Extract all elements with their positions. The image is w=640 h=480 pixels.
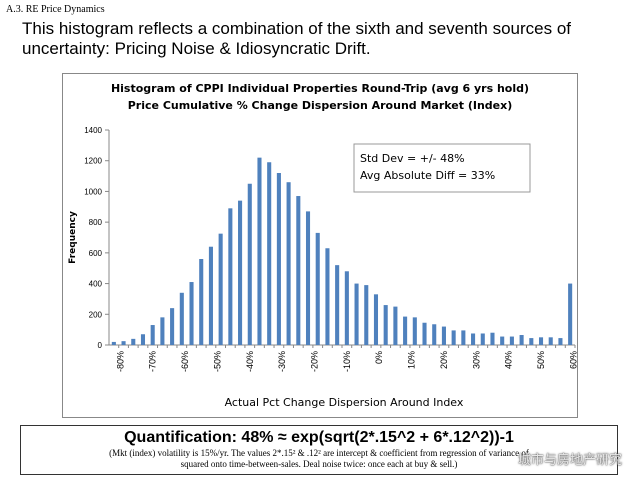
y-tick-label: 400 (89, 280, 103, 289)
x-tick-label: -40% (245, 351, 255, 372)
histogram-bar (179, 292, 184, 345)
histogram-bar (529, 338, 534, 345)
x-tick-label: -30% (277, 351, 287, 372)
quantification-formula: Quantification: 48% ≈ exp(sqrt(2*.15^2 +… (124, 429, 514, 446)
histogram-bar (441, 326, 446, 345)
x-tick-label: 60% (568, 351, 577, 369)
histogram-bar (315, 232, 320, 345)
x-tick-label: 50% (536, 351, 546, 369)
histogram-bar (208, 246, 213, 345)
y-tick-label: 200 (89, 310, 103, 319)
y-tick-label: 800 (89, 218, 103, 227)
histogram-bar (111, 341, 116, 345)
note-line-2: squared onto time-between-sales. Deal no… (180, 459, 458, 469)
histogram-bar (538, 337, 544, 345)
histogram-bar (228, 208, 233, 345)
histogram-bar (189, 282, 194, 345)
histogram-bar (218, 233, 223, 345)
histogram-bar (247, 183, 252, 345)
x-axis-title: Actual Pct Change Dispersion Around Inde… (225, 396, 464, 409)
histogram-bar (335, 265, 340, 345)
slide-title: This histogram reflects a combination of… (22, 19, 571, 58)
histogram-chart: Histogram of CPPI Individual Properties … (62, 73, 578, 418)
x-tick-label: 30% (471, 351, 481, 369)
histogram-bar (451, 330, 456, 345)
y-tick-label: 1400 (84, 126, 102, 135)
x-tick-label: -20% (309, 351, 319, 372)
chart-title-line-1: Histogram of CPPI Individual Properties … (111, 82, 529, 95)
histogram-bar (548, 337, 553, 345)
histogram-bar (480, 333, 485, 345)
histogram-bar (461, 330, 466, 345)
histogram-bar (267, 162, 272, 345)
histogram-bar (403, 316, 408, 345)
histogram-bar (471, 333, 476, 345)
quantification-note: (Mkt (index) volatility is 15%/yr. The v… (29, 448, 609, 470)
x-tick-label: 40% (504, 351, 514, 369)
annotation-box (353, 143, 531, 193)
quantification-box: Quantification: 48% ≈ exp(sqrt(2*.15^2 +… (20, 425, 618, 475)
histogram-bar (393, 306, 398, 345)
y-tick-label: 1000 (84, 187, 102, 196)
histogram-bar (286, 182, 291, 345)
histogram-bar (500, 336, 505, 345)
histogram-bar (344, 271, 349, 345)
histogram-bar (150, 325, 155, 345)
histogram-bar (373, 294, 379, 345)
histogram-bar (140, 334, 146, 345)
histogram-bar (121, 341, 126, 345)
histogram-bar (422, 322, 427, 345)
watermark-logo: 城市与房地产研究 (517, 453, 622, 468)
x-tick-label: -80% (115, 351, 125, 372)
x-tick-label: -10% (342, 351, 352, 372)
annotation-line: Std Dev = +/- 48% (360, 152, 465, 165)
y-tick-label: 600 (89, 249, 103, 258)
x-tick-label: 20% (439, 351, 449, 369)
histogram-bar (160, 317, 165, 345)
histogram-bar (170, 308, 175, 345)
histogram-bar (432, 324, 437, 345)
histogram-bar (490, 332, 495, 345)
histogram-bar (558, 338, 563, 345)
chart-title-line-2: Price Cumulative % Change Dispersion Aro… (128, 99, 513, 112)
y-tick-label: 1200 (84, 157, 102, 166)
histogram-bar (519, 335, 524, 345)
histogram-bar (276, 173, 281, 345)
histogram-bar (354, 283, 359, 345)
x-tick-label: 0% (374, 351, 384, 364)
histogram-bar (383, 305, 388, 345)
histogram-bar (238, 200, 243, 345)
annotation-line: Avg Absolute Diff = 33% (360, 169, 495, 182)
histogram-bar (364, 285, 369, 345)
histogram-svg: Histogram of CPPI Individual Properties … (68, 82, 577, 409)
x-tick-label: 10% (407, 351, 417, 369)
histogram-bar (257, 157, 262, 345)
histogram-bar (568, 283, 573, 345)
histogram-bar (509, 336, 514, 345)
y-axis-title: Frequency (68, 211, 78, 264)
x-tick-label: -50% (212, 351, 222, 372)
histogram-bar (305, 211, 311, 345)
histogram-bar (325, 248, 330, 345)
y-tick-label: 0 (98, 341, 103, 350)
histogram-bar (199, 259, 204, 345)
x-tick-label: -60% (180, 351, 190, 372)
x-tick-label: -70% (148, 351, 158, 372)
histogram-bar (296, 196, 301, 345)
slide-section-tag: A.3. RE Price Dynamics (6, 4, 105, 15)
histogram-bar (131, 338, 136, 345)
note-line-1: (Mkt (index) volatility is 15%/yr. The v… (109, 448, 529, 458)
histogram-bar (412, 317, 417, 345)
